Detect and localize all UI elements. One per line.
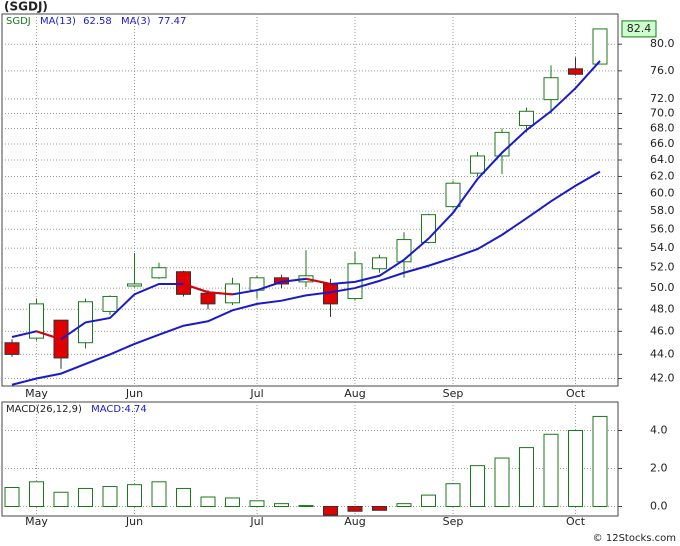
ma-line — [11, 60, 601, 341]
y-tick-label: 66.0 — [650, 137, 675, 150]
last-price: 82.4 — [627, 22, 652, 35]
macd-bar — [592, 415, 608, 507]
legend-ma3: MA(3) — [121, 16, 151, 27]
macd-bar — [421, 494, 436, 508]
ma-line-down — [207, 291, 233, 296]
macd-bar — [176, 487, 191, 508]
y-tick-label: 80.0 — [650, 37, 675, 50]
y-tick-label: 56.0 — [650, 222, 675, 235]
candle-body — [568, 68, 583, 75]
ma-line-down — [305, 277, 331, 285]
candle-body — [445, 182, 461, 208]
y-tick-label: 72.0 — [650, 92, 675, 105]
legend-ma3-value: 77.47 — [158, 16, 187, 27]
legend: SGDJ MA(13) 62.58 MA(3) 77.47 — [6, 16, 186, 27]
candle-body — [592, 28, 608, 65]
y-tick-label: 60.0 — [650, 186, 675, 199]
price-frame — [1, 13, 619, 387]
macd-bar — [568, 430, 583, 507]
macd-bar — [200, 496, 216, 507]
y-tick-label: 44.0 — [650, 347, 675, 360]
legend-ticker: SGDJ — [6, 16, 31, 27]
x-tick-label: Jun — [125, 387, 143, 400]
x-tick-label: Jul — [249, 387, 263, 400]
y-tick-label: 76.0 — [650, 64, 675, 77]
ma-line-down — [36, 330, 62, 341]
macd-bar — [494, 457, 510, 507]
x-tick-label: Jun — [125, 515, 143, 528]
macd-bar — [4, 487, 20, 507]
y-tick-label: 54.0 — [650, 241, 675, 254]
y-tick-label: 0.0 — [650, 500, 668, 513]
candle-body — [543, 77, 559, 101]
candle-body — [151, 267, 167, 279]
chart-title: (SGDJ) — [4, 0, 48, 14]
x-tick-label: Oct — [566, 515, 586, 528]
y-tick-label: 52.0 — [650, 261, 675, 274]
macd-bar — [102, 486, 118, 507]
candle-body — [29, 303, 44, 339]
macd-bar — [372, 506, 387, 511]
y-tick-label: 50.0 — [650, 281, 675, 294]
candle-body — [4, 342, 20, 355]
footer: © 12Stocks.com — [593, 533, 676, 544]
macd-bar — [249, 500, 265, 507]
macd-label: MACD: — [91, 404, 124, 415]
candle-body — [127, 283, 142, 287]
macd-bar — [298, 505, 314, 507]
x-tick-label: Aug — [344, 387, 365, 400]
candle-body — [200, 292, 216, 305]
ma-line-down — [183, 282, 209, 294]
x-tick-label: May — [25, 515, 48, 528]
y-tick-label: 68.0 — [650, 122, 675, 135]
macd-bar — [127, 484, 142, 507]
y-tick-label: 48.0 — [650, 302, 675, 315]
macd-bar — [323, 506, 338, 516]
macd-bar — [543, 433, 559, 507]
candle-body — [396, 239, 412, 263]
macd-bar — [519, 447, 534, 508]
y-tick-label: 64.0 — [650, 153, 675, 166]
macd-bar — [53, 491, 69, 507]
candle-body — [323, 283, 338, 305]
candle-body — [372, 257, 387, 270]
macd-frame — [1, 401, 619, 517]
legend-ma13: MA(13) — [40, 16, 76, 27]
candle-body — [470, 155, 485, 174]
x-tick-label: Sep — [443, 515, 464, 528]
macd-value: 4.74 — [125, 404, 147, 415]
y-tick-label: 4.0 — [650, 424, 668, 437]
y-tick-label: 62.0 — [650, 169, 675, 182]
y-tick-label: 70.0 — [650, 107, 675, 120]
macd-bar — [445, 483, 461, 508]
macd-bar — [347, 506, 363, 512]
x-tick-label: Jul — [249, 515, 263, 528]
x-tick-label: Sep — [443, 387, 464, 400]
y-tick-label: 42.0 — [650, 372, 675, 385]
macd-bar — [396, 503, 412, 507]
y-tick-label: 58.0 — [650, 204, 675, 217]
ma-line — [11, 170, 601, 386]
last-price-box — [621, 20, 657, 38]
y-tick-label: 46.0 — [650, 324, 675, 337]
macd-bar — [274, 503, 289, 507]
x-tick-label: Oct — [566, 387, 586, 400]
macd-bar — [78, 487, 93, 508]
macd-bar — [151, 481, 167, 507]
macd-bar — [470, 465, 485, 507]
macd-title: MACD(26,12,9) — [6, 404, 82, 415]
x-tick-label: Aug — [344, 515, 365, 528]
macd-bar — [29, 481, 44, 507]
macd-legend: MACD(26,12,9) MACD:4.74 — [6, 404, 147, 415]
candle-body — [519, 110, 534, 127]
y-tick-label: 2.0 — [650, 462, 668, 475]
candle-body — [102, 295, 118, 312]
x-tick-label: May — [25, 387, 48, 400]
macd-bar — [225, 497, 240, 508]
legend-ma13-value: 62.58 — [83, 16, 112, 27]
